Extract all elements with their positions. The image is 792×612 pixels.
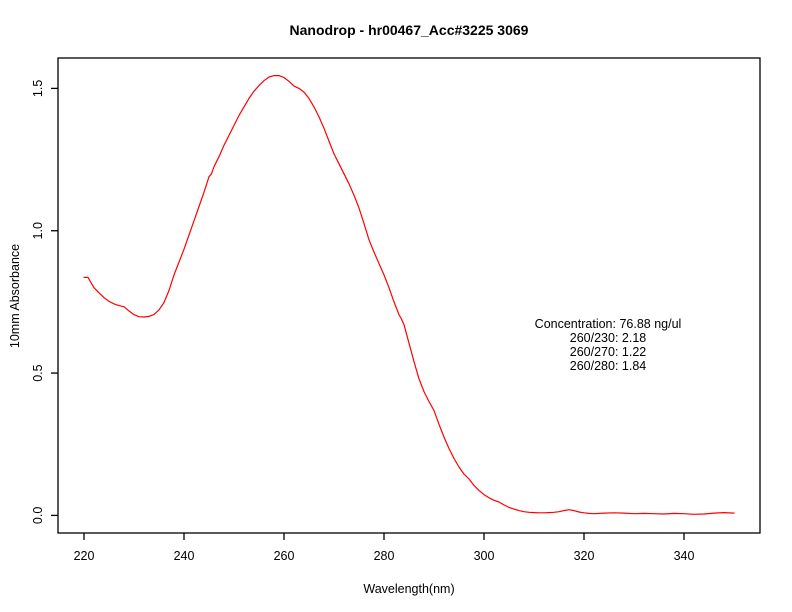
y-tick-label: 1.0 [31, 222, 45, 239]
y-tick-label: 1.5 [31, 80, 45, 97]
x-tick-label: 300 [474, 549, 495, 563]
y-tick-label: 0.0 [31, 507, 45, 524]
measurement-annotation: Concentration: 76.88 ng/ul 260/230: 2.18… [458, 317, 758, 373]
x-tick-label: 280 [374, 549, 395, 563]
annotation-concentration: Concentration: 76.88 ng/ul [534, 317, 682, 331]
x-tick-label: 260 [274, 549, 295, 563]
y-tick-label: 0.5 [31, 364, 45, 381]
annotation-260-280-ratio: 260/280: 1.84 [569, 359, 647, 373]
x-tick-label: 240 [174, 549, 195, 563]
x-tick-label: 340 [674, 549, 695, 563]
y-axis-label: 10mm Absorbance [8, 243, 22, 349]
annotation-260-230-ratio: 260/230: 2.18 [569, 331, 647, 345]
x-axis-label: Wavelength(nm) [363, 582, 455, 596]
plot-box [57, 57, 761, 534]
annotation-260-270-ratio: 260/270: 1.22 [569, 345, 647, 359]
x-tick-label: 320 [574, 549, 595, 563]
absorbance-curve [83, 74, 735, 515]
x-tick-label: 220 [74, 549, 95, 563]
chart-title: Nanodrop - hr00467_Acc#3225 3069 [289, 22, 529, 38]
